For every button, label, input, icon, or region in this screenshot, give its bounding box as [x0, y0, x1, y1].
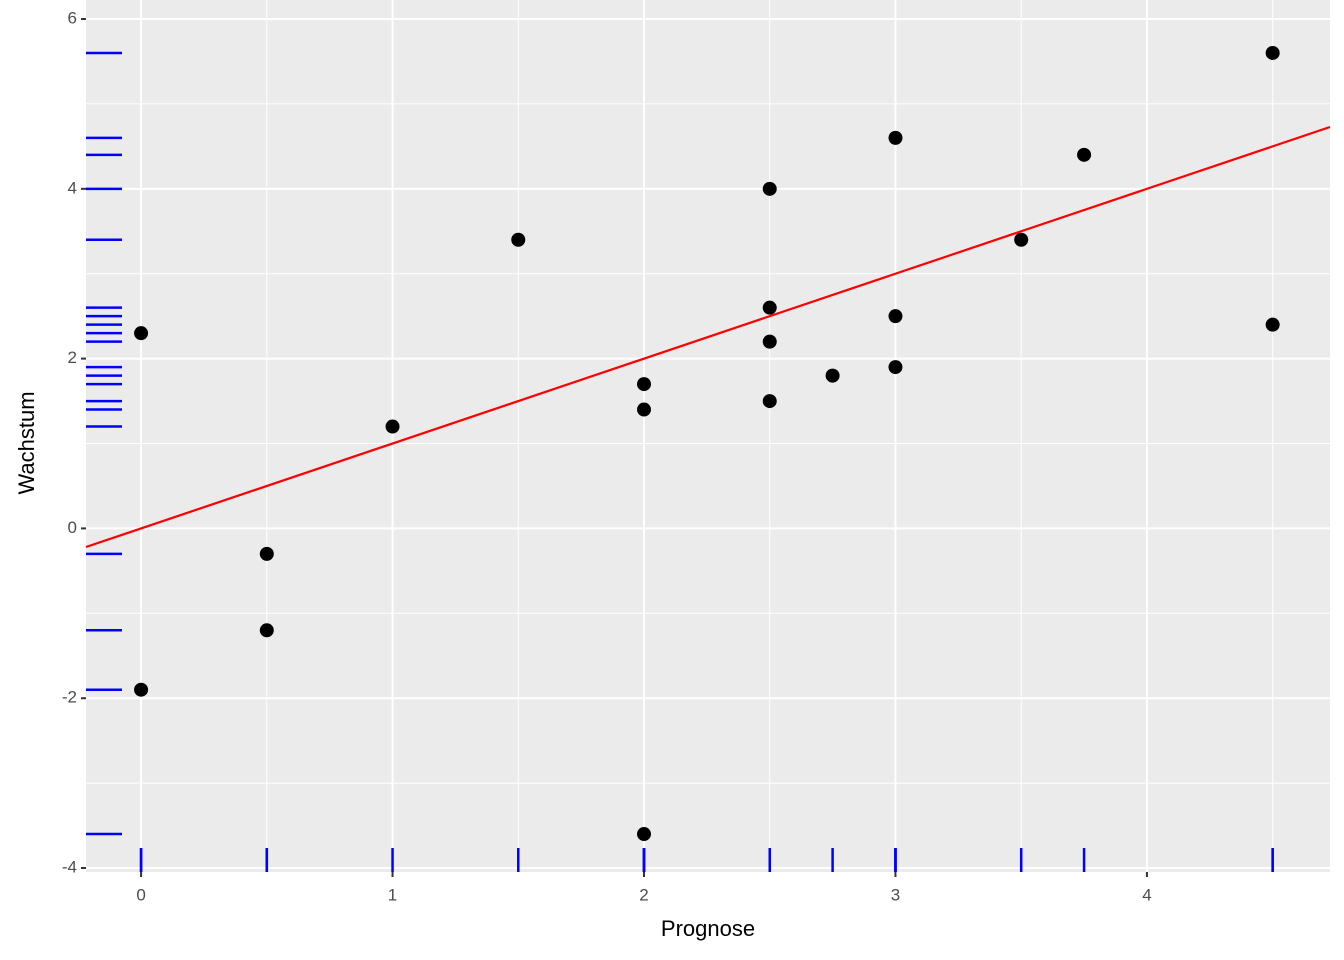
point	[888, 130, 903, 145]
marks	[85, 45, 1331, 872]
y-tick-label: 6	[68, 9, 77, 28]
point	[825, 368, 840, 383]
point	[637, 402, 652, 417]
point	[1014, 232, 1029, 247]
y-tick-label: 2	[68, 348, 77, 367]
point	[762, 181, 777, 196]
panel	[86, 0, 1330, 872]
point	[134, 326, 149, 341]
point	[637, 827, 652, 842]
point	[511, 232, 526, 247]
point	[888, 360, 903, 375]
point	[134, 682, 149, 697]
grid	[86, 0, 1330, 872]
y-tick-label: 0	[68, 518, 77, 537]
point	[259, 546, 274, 561]
fit-line	[85, 125, 1331, 549]
point	[385, 419, 400, 434]
x-tick-label: 0	[136, 885, 145, 904]
x-tick-label: 2	[639, 885, 648, 904]
point	[259, 623, 274, 638]
y-tick-label: -4	[62, 857, 77, 876]
y-axis-title: Wachstum	[14, 391, 39, 494]
x-tick-label: 4	[1142, 885, 1151, 904]
point	[762, 300, 777, 315]
y-tick-label: 4	[68, 178, 77, 197]
point	[888, 309, 903, 324]
y-tick-label: -2	[62, 688, 77, 707]
x-axis-title: Prognose	[661, 916, 755, 941]
point	[762, 394, 777, 409]
x-tick-label: 3	[891, 885, 900, 904]
point	[1077, 147, 1092, 162]
point	[637, 377, 652, 392]
x-tick-label: 1	[388, 885, 397, 904]
point	[1265, 45, 1280, 60]
point	[762, 334, 777, 349]
point	[1265, 317, 1280, 332]
